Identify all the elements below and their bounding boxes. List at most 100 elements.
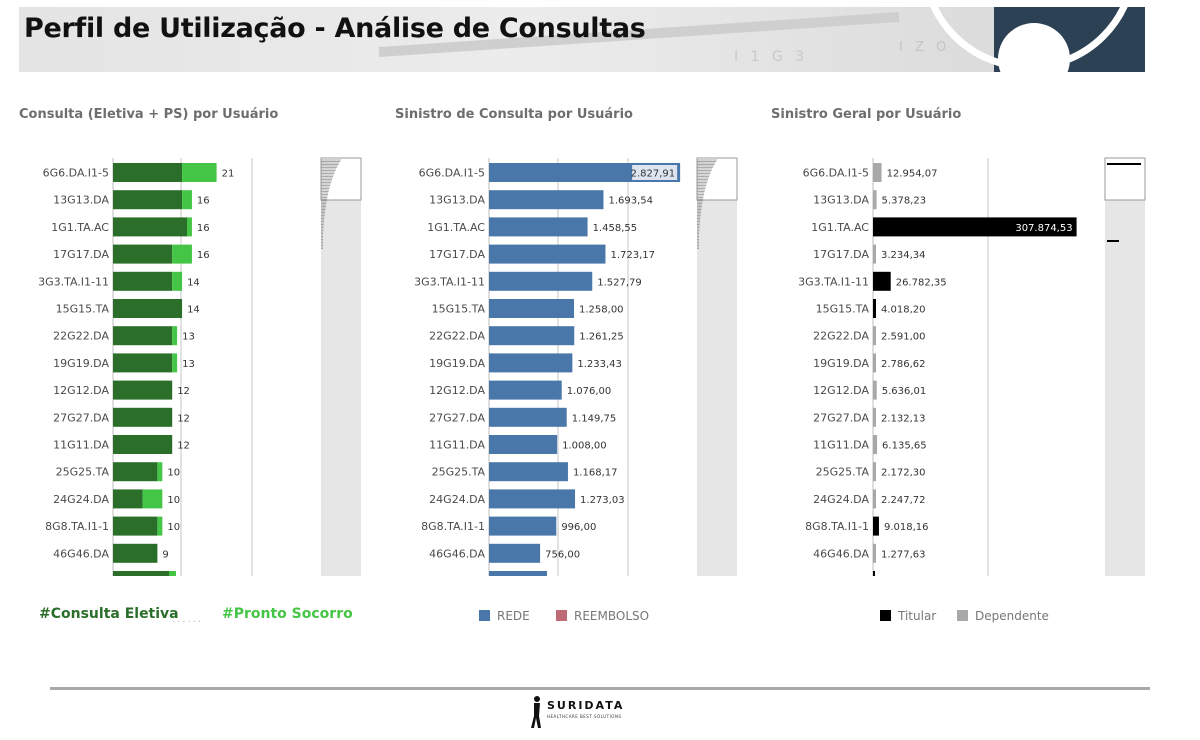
legend-dependente-label: Dependente <box>975 609 1049 623</box>
bar-pronto-socorro <box>182 190 192 210</box>
bar-sinistro-geral <box>873 190 877 210</box>
bar-total-label: 14 <box>187 305 200 316</box>
bar-total-label: 10 <box>167 468 180 479</box>
chart3-category-label: 27G27.DA <box>813 411 869 424</box>
bar-eletiva <box>113 190 183 210</box>
chart1-category-label: 22G22.DA <box>53 330 109 343</box>
banner-background-graphic: I 1 G 3 I Z O <box>378 7 1145 72</box>
legend-reembolso[interactable]: REEMBOLSO <box>556 609 649 623</box>
chart1-scrollbar <box>321 158 361 576</box>
bar-rede <box>489 353 573 373</box>
legend-pronto-socorro[interactable]: #Pronto Socorro <box>222 606 353 622</box>
chart3-category-label: 6G6.DA.I1-5 <box>803 167 869 180</box>
chart1-category-label: 17G17.DA <box>53 248 109 261</box>
bar-rede <box>489 271 593 291</box>
bar-value-label: 2.827,91 <box>631 169 676 180</box>
bar-sinistro-geral <box>873 299 876 318</box>
bar-value-label: 2.132,13 <box>881 413 926 424</box>
bar-rede <box>489 244 606 264</box>
chart2-category-label: 8G8.TA.I1-1 <box>421 520 485 533</box>
legend-eletiva[interactable]: #Consulta Eletiva <box>39 606 179 622</box>
bar-pronto-socorro <box>172 271 183 291</box>
bar-value-label: 1.258,00 <box>579 305 624 316</box>
bar-value-label: 1.168,17 <box>573 468 618 479</box>
legend-rede-swatch <box>479 610 490 621</box>
svg-text:I 1 G 3: I 1 G 3 <box>734 49 808 65</box>
bar-value-label: 2.247,72 <box>881 495 926 506</box>
legend-dots: ...... <box>172 614 204 625</box>
bar-eletiva <box>113 489 143 509</box>
bar-rede <box>489 326 575 346</box>
bar-total-label: 10 <box>167 495 180 506</box>
bar-value-label: 5.636,01 <box>882 386 927 397</box>
bar-total-label: 13 <box>182 332 195 343</box>
bar-total-label: 12 <box>177 413 190 424</box>
bar-eletiva <box>113 380 173 400</box>
logo-tagline: HEALTHCARE BEST SOLUTIONS <box>547 714 622 719</box>
bar-value-label: 2.591,00 <box>881 332 926 343</box>
chart3-title: Sinistro Geral por Usuário <box>771 107 962 122</box>
chart2-category-label: 3G3.TA.I1-11 <box>414 275 485 288</box>
bar-value-label: 1.149,75 <box>572 413 617 424</box>
suridata-logo: SURIDATA HEALTHCARE BEST SOLUTIONS <box>528 694 638 734</box>
bar-sinistro-geral <box>873 407 876 427</box>
chart3-category-label: 19G19.DA <box>813 357 869 370</box>
bar-value-label: 5.378,23 <box>882 196 927 207</box>
bar-value-highlight <box>632 165 678 180</box>
chart3-category-label: 12G12.DA <box>813 384 869 397</box>
chart1-category-label: 15G15.TA <box>56 303 110 316</box>
chart3-category-label: 15G15.TA <box>816 303 870 316</box>
chart1-category-label: 25G25.TA <box>56 466 110 479</box>
bar-value-label: 1.076,00 <box>567 386 612 397</box>
bar-total-label: 16 <box>197 223 210 234</box>
chart2-category-label: 13G13.DA <box>429 194 485 207</box>
chart2-scrollbar <box>697 158 737 576</box>
bar-value-label: 4.018,20 <box>881 305 926 316</box>
chart-consulta-por-usuario: 6G6.DA.I1-5 21 13G13.DA 16 1G1.TA.AC 16 17G17.… <box>38 157 1146 576</box>
bar-value-label: 2.172,30 <box>881 468 926 479</box>
legend-titular[interactable]: Titular <box>880 609 936 623</box>
bar-sinistro-geral <box>873 217 1077 237</box>
page-title: Perfil de Utilização - Análise de Consul… <box>24 13 646 44</box>
bar-rede <box>489 217 588 237</box>
bar-sinistro-geral <box>873 163 882 182</box>
bar-pronto-socorro <box>172 244 192 264</box>
legend-rede[interactable]: REDE <box>479 609 530 623</box>
chart3-category-label: 8G8.TA.I1-1 <box>805 520 869 533</box>
bar-eletiva <box>113 516 158 536</box>
bar-rede <box>489 516 557 536</box>
bar-value-label: 1.233,43 <box>577 359 622 370</box>
chart3-category-label: 13G13.DA <box>813 194 869 207</box>
footer-divider <box>50 687 1150 690</box>
bar-value-label: 1.008,00 <box>562 441 607 452</box>
bar-rede <box>489 462 568 482</box>
chart1-category-label: 27G27.DA <box>53 411 109 424</box>
bar-sinistro-geral <box>873 326 876 346</box>
bar-value-label: 1.693,54 <box>608 196 653 207</box>
bar-value-label: 12.954,07 <box>887 169 938 180</box>
bar-rede <box>489 299 575 318</box>
chart3-category-label: 3G3.TA.I1-11 <box>798 275 869 288</box>
legend-rede-label: REDE <box>497 609 530 623</box>
bar-total-label: 10 <box>167 522 180 533</box>
bar-sinistro-geral <box>873 435 878 454</box>
bar-eletiva <box>113 163 183 182</box>
svg-text:I Z O: I Z O <box>899 40 950 55</box>
chart2-category-label: 1G1.TA.AC <box>427 221 485 234</box>
chart1-category-label: 11G11.DA <box>53 439 109 452</box>
bar-value-label: 1.273,03 <box>580 495 625 506</box>
bar-value-label: 6.135,65 <box>882 441 927 452</box>
chart1-category-label: 8G8.TA.I1-1 <box>45 520 109 533</box>
chart2-category-label: 11G11.DA <box>429 439 485 452</box>
legend-dependente[interactable]: Dependente <box>957 609 1049 623</box>
bar-total-label: 14 <box>187 277 200 288</box>
bar-sinistro-geral <box>873 380 877 400</box>
chart3-category-label: 1G1.TA.AC <box>811 221 869 234</box>
chart2-category-label: 15G15.TA <box>432 303 486 316</box>
bar-total-label: 16 <box>197 250 210 261</box>
bar-rede <box>489 380 562 400</box>
bar-value-label: 307.874,53 <box>1015 223 1072 234</box>
bar-pronto-socorro <box>172 326 178 346</box>
bar-total-label: 12 <box>177 386 190 397</box>
bar-value-label: 9.018,16 <box>884 522 929 533</box>
